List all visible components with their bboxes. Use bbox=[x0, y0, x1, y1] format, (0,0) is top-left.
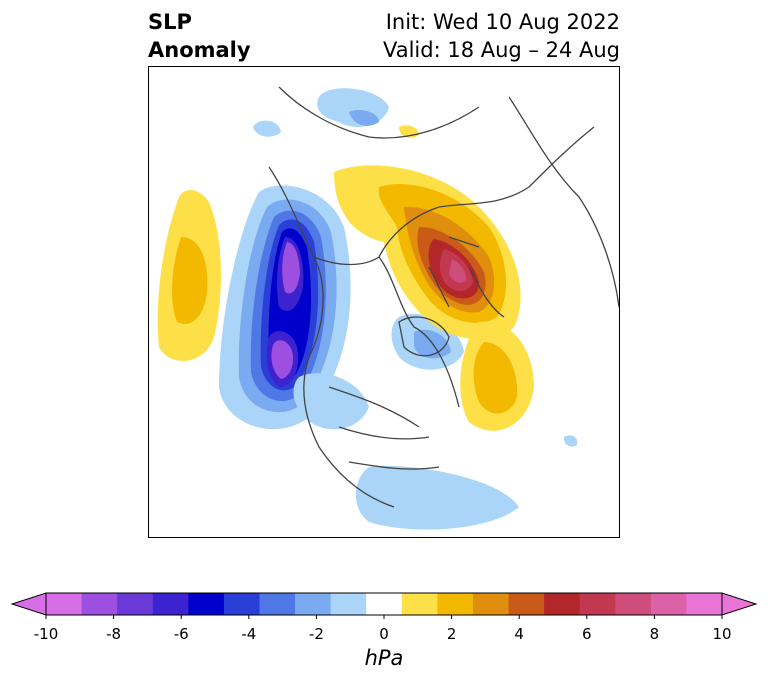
map-canvas bbox=[157, 86, 619, 530]
colorbar-swatch bbox=[544, 593, 581, 615]
colorbar bbox=[10, 592, 758, 619]
valid-range-label: Valid: 18 Aug – 24 Aug bbox=[382, 38, 620, 62]
colorbar-swatch bbox=[259, 593, 296, 615]
positive-anomaly-atlantic bbox=[460, 321, 534, 431]
colorbar-tick-label: -4 bbox=[241, 625, 257, 643]
init-date-label: Init: Wed 10 Aug 2022 bbox=[385, 10, 620, 34]
colorbar-swatch bbox=[615, 593, 652, 615]
colorbar-swatch bbox=[437, 593, 474, 615]
colorbar-swatch bbox=[46, 593, 83, 615]
colorbar-extend-low bbox=[10, 592, 47, 616]
title-line-anomaly: Anomaly bbox=[148, 38, 251, 62]
colorbar-swatch bbox=[117, 593, 154, 615]
colorbar-swatch bbox=[650, 593, 687, 615]
colorbar-tick-label: 6 bbox=[582, 625, 592, 643]
map-title-variable: SLP Anomaly bbox=[148, 8, 251, 64]
colorbar-tick-label: 10 bbox=[712, 625, 732, 643]
colorbar-tick-label: 2 bbox=[446, 625, 457, 643]
colorbar-swatch bbox=[81, 593, 118, 615]
map-title-dates: Init: Wed 10 Aug 2022 Valid: 18 Aug – 24… bbox=[383, 8, 620, 64]
coastlines bbox=[268, 86, 619, 508]
colorbar-swatch bbox=[188, 593, 225, 615]
title-line-slp: SLP bbox=[148, 10, 192, 34]
positive-anomaly-arctic bbox=[334, 125, 521, 340]
colorbar-swatch bbox=[508, 593, 545, 615]
colorbar-tick-label: 8 bbox=[649, 625, 660, 643]
colorbar-swatch bbox=[330, 593, 367, 615]
colorbar-tick-label: 4 bbox=[514, 625, 524, 643]
negative-anomaly-west bbox=[219, 185, 351, 430]
colorbar-swatch bbox=[295, 593, 332, 615]
colorbar-units-label: hPa bbox=[364, 646, 404, 670]
positive-anomaly-pacific bbox=[157, 190, 221, 361]
colorbar-tick-label: -8 bbox=[106, 625, 122, 643]
anomaly-map bbox=[148, 66, 620, 538]
colorbar-extend-high bbox=[721, 592, 758, 616]
colorbar-tick-label: -6 bbox=[173, 625, 189, 643]
colorbar-tick-label: -10 bbox=[33, 625, 59, 643]
colorbar-swatch bbox=[579, 593, 616, 615]
colorbar-swatch bbox=[472, 593, 510, 615]
colorbar-swatch bbox=[401, 593, 438, 615]
colorbar-swatch bbox=[366, 593, 403, 615]
colorbar-tick-label: 0 bbox=[379, 625, 389, 643]
colorbar-tick-label: -2 bbox=[308, 625, 324, 643]
colorbar-swatch bbox=[686, 593, 723, 615]
colorbar-swatch bbox=[152, 593, 189, 615]
colorbar-swatch bbox=[223, 593, 260, 615]
